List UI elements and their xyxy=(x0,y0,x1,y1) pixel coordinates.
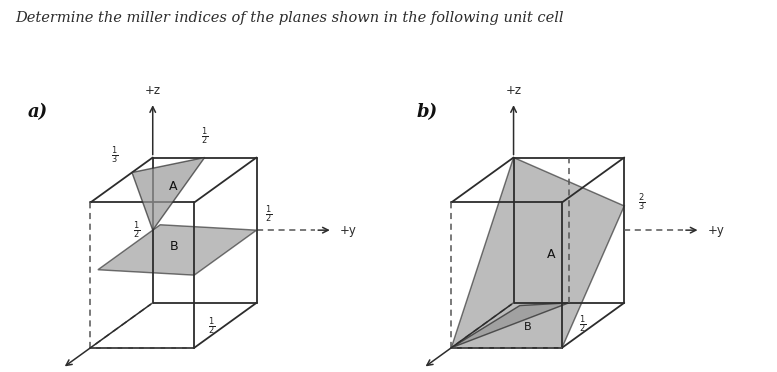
Text: $\frac{1}{2}$: $\frac{1}{2}$ xyxy=(580,313,587,335)
Text: +y: +y xyxy=(340,224,357,237)
Text: +z: +z xyxy=(506,84,521,97)
Text: $\frac{1}{3}$: $\frac{1}{3}$ xyxy=(111,144,118,166)
Text: b): b) xyxy=(416,103,437,122)
Text: B: B xyxy=(524,322,531,332)
Text: A: A xyxy=(547,248,556,261)
Text: $\frac{1}{2}$: $\frac{1}{2}$ xyxy=(208,315,215,337)
Text: +z: +z xyxy=(145,84,161,97)
Text: a): a) xyxy=(28,103,48,122)
Text: B: B xyxy=(169,240,178,253)
Text: +y: +y xyxy=(707,224,724,237)
Polygon shape xyxy=(451,303,569,348)
Text: $\frac{2}{3}$: $\frac{2}{3}$ xyxy=(638,192,646,213)
Text: $\frac{1}{2}$: $\frac{1}{2}$ xyxy=(265,203,273,225)
Text: $\frac{1}{2}$: $\frac{1}{2}$ xyxy=(134,219,141,241)
Polygon shape xyxy=(132,157,204,230)
Text: $\frac{1}{2}$: $\frac{1}{2}$ xyxy=(201,125,208,147)
Text: Determine the miller indices of the planes shown in the following unit cell: Determine the miller indices of the plan… xyxy=(16,11,564,25)
Text: A: A xyxy=(169,180,178,193)
Polygon shape xyxy=(451,157,624,348)
Polygon shape xyxy=(98,225,256,275)
